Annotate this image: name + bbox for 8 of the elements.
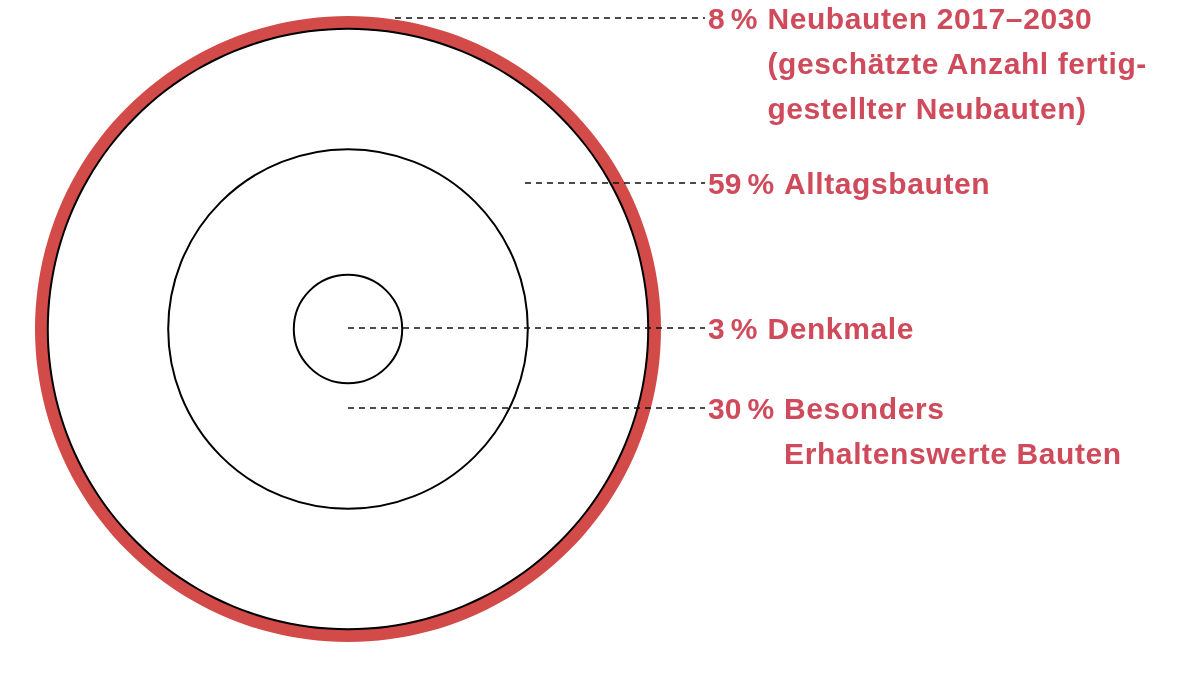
category-label: Besonders Erhaltenswerte Bauten (784, 390, 1122, 472)
category-label: Neubauten 2017–2030 (geschätzte Anzahl fertig- gestellter Neubauten) (767, 0, 1147, 127)
data-label: 3 % (708, 310, 758, 347)
category-label: Denkmale (767, 310, 914, 347)
data-label: 30 % (708, 390, 775, 427)
data-label: 8 % (708, 0, 758, 37)
category-label: Alltagsbauten (784, 165, 991, 202)
data-label: 59 % (708, 165, 775, 202)
